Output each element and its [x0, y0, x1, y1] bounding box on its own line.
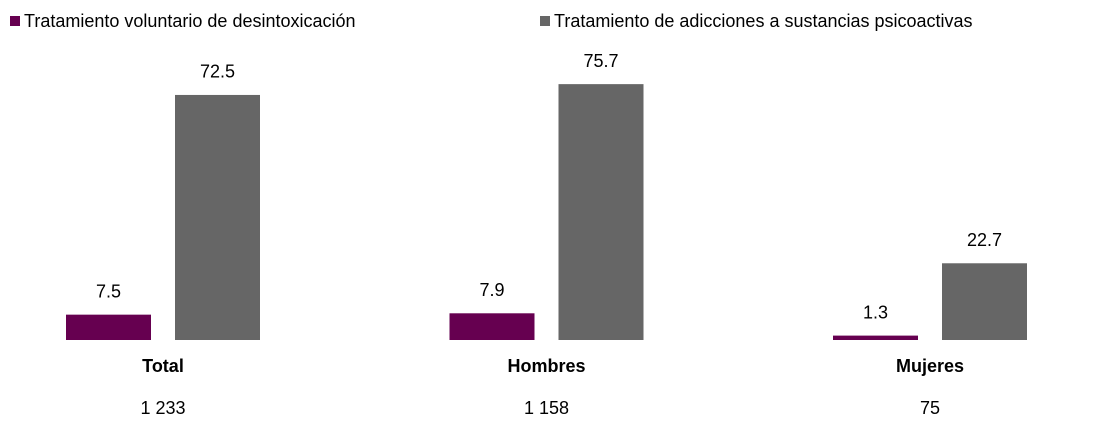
- category-label: Hombres: [507, 356, 585, 376]
- value-label: 72.5: [200, 62, 235, 82]
- category-label: Total: [142, 356, 184, 376]
- category-note: 75: [920, 398, 940, 418]
- bar: [66, 314, 151, 340]
- value-label: 7.9: [479, 280, 504, 300]
- legend-swatch: [10, 16, 20, 26]
- legend-swatch: [540, 16, 550, 26]
- category-label: Mujeres: [896, 356, 964, 376]
- bar: [558, 84, 644, 340]
- category-note: 1 158: [524, 398, 569, 418]
- bar: [942, 263, 1027, 340]
- legend-label: Tratamiento de adicciones a sustancias p…: [554, 11, 973, 31]
- value-label: 7.5: [96, 281, 121, 301]
- value-label: 22.7: [967, 230, 1002, 250]
- category-note: 1 233: [140, 398, 185, 418]
- bar: [833, 335, 918, 340]
- bar: [449, 313, 535, 340]
- value-label: 1.3: [863, 302, 888, 322]
- legend-label: Tratamiento voluntario de desintoxicació…: [24, 11, 356, 31]
- value-label: 75.7: [583, 51, 618, 71]
- bar: [175, 94, 260, 340]
